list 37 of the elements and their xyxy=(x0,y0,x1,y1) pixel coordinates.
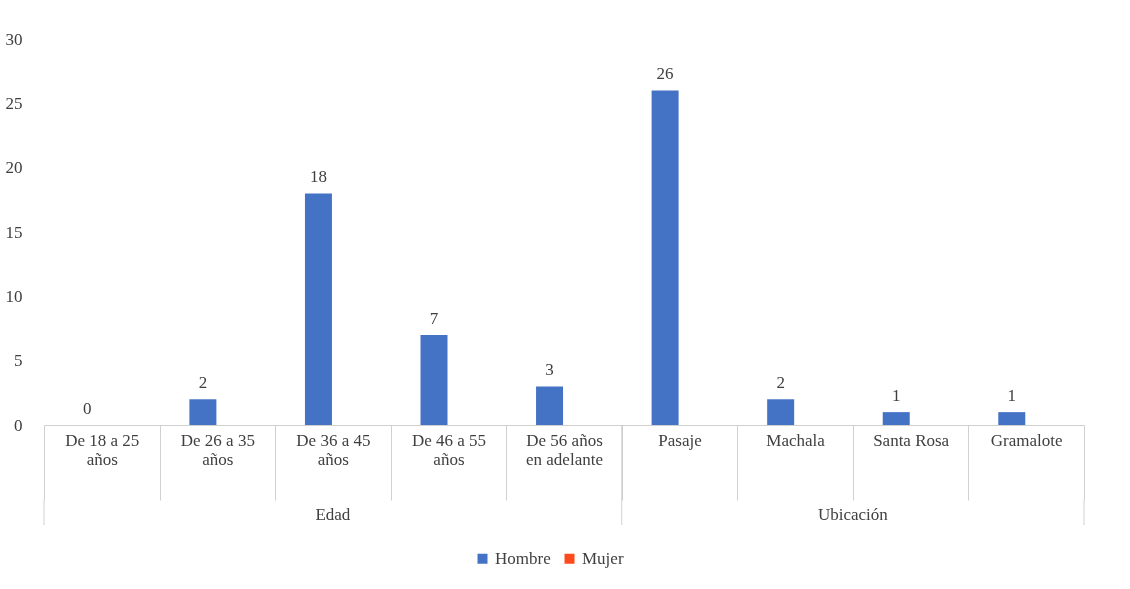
x-tick-label: De 36 a 45 años xyxy=(296,430,371,469)
bar xyxy=(189,399,217,425)
legend-label: Hombre xyxy=(495,548,551,568)
data-label: 7 xyxy=(429,308,439,328)
data-label: 26 xyxy=(656,64,674,84)
y-tick-label: 0 xyxy=(14,415,23,435)
data-label: 2 xyxy=(198,373,208,393)
bar xyxy=(420,334,448,425)
bar xyxy=(998,412,1026,425)
y-tick-label: 15 xyxy=(5,222,23,242)
text: Ubicación xyxy=(817,505,889,524)
bar xyxy=(767,399,795,425)
y-tick-label: 25 xyxy=(5,93,23,113)
bar xyxy=(304,193,332,425)
x-tick-label: Santa Rosa xyxy=(873,430,950,450)
data-label: 2 xyxy=(776,373,785,393)
bar xyxy=(882,412,910,425)
x-tick-label: Pasaje xyxy=(658,430,702,450)
legend-label: Mujer xyxy=(582,548,624,568)
x-tick-label: Machala xyxy=(766,430,826,450)
x-tick-label: Gramalote xyxy=(990,430,1063,450)
data-label: 0 xyxy=(83,399,92,418)
y-tick-label: 5 xyxy=(14,351,23,371)
x-tick-label: De 46 a 55 años xyxy=(411,430,487,469)
bar xyxy=(536,386,564,425)
text: Edad xyxy=(315,505,351,524)
data-label: 1 xyxy=(1007,386,1017,406)
data-label: 18 xyxy=(309,167,327,187)
x-tick-label: De 56 años en adelante xyxy=(526,430,603,469)
bar xyxy=(651,90,679,425)
data-label: 1 xyxy=(891,386,901,406)
data-label: 3 xyxy=(545,360,554,380)
x-tick-label: De 18 a 25 años xyxy=(65,430,140,469)
y-tick-label: 10 xyxy=(5,286,23,306)
y-tick-label: 30 xyxy=(5,29,23,49)
x-tick-label: De 26 a 35 años xyxy=(180,430,255,469)
y-tick-label: 20 xyxy=(5,158,23,178)
